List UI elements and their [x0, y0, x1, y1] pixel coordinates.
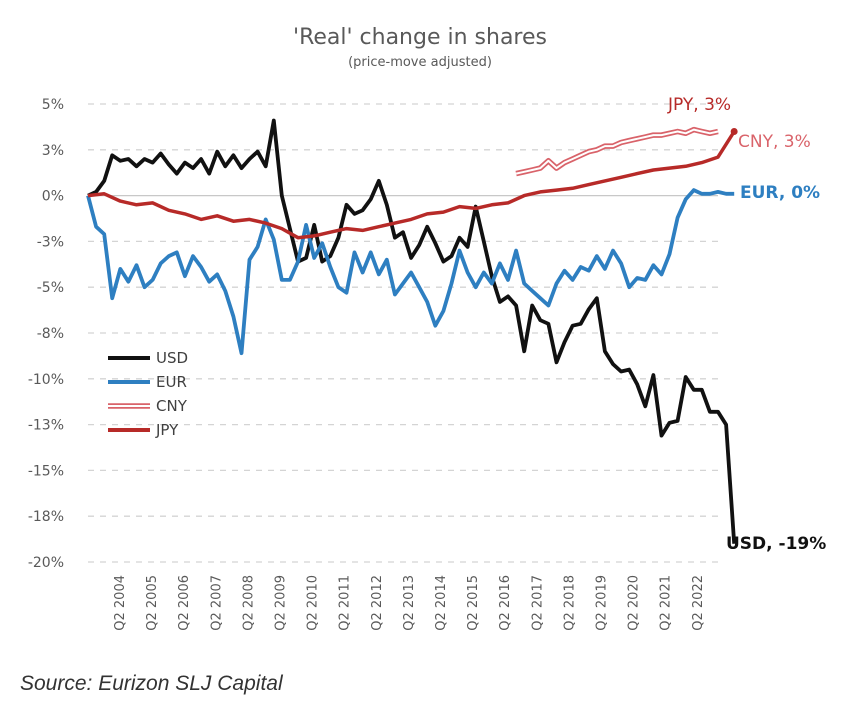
end-label-cny: CNY, 3%: [738, 132, 811, 152]
y-tick-label: -3%: [37, 234, 64, 250]
jpy-end-marker: [730, 127, 738, 135]
chart-title: 'Real' change in shares: [293, 25, 547, 50]
y-tick-label: -13%: [28, 418, 64, 434]
y-tick-label: 5%: [42, 97, 64, 113]
end-label-usd: USD, -19%: [726, 534, 826, 554]
x-tick-label: Q2 2011: [338, 575, 353, 631]
x-tick-label: Q2 2004: [113, 575, 128, 631]
chart-subtitle: (price-move adjusted): [348, 55, 492, 70]
legend-label-eur: EUR: [156, 373, 187, 391]
series: [86, 118, 738, 544]
y-tick-label: 3%: [42, 143, 64, 159]
x-tick-label: Q2 2006: [177, 575, 192, 631]
x-tick-label: Q2 2008: [241, 575, 256, 631]
x-tick-label: Q2 2022: [691, 575, 706, 631]
x-tick-label: Q2 2012: [370, 575, 385, 631]
y-axis: 5% 3% 0% -3% -5% -8% -10% -13% -15% -18% -20%: [28, 97, 64, 571]
y-tick-label: -15%: [28, 463, 64, 479]
x-tick-label: Q2 2009: [274, 575, 289, 631]
x-tick-label: Q2 2010: [306, 575, 321, 631]
end-labels: JPY, 3% CNY, 3% EUR, 0% USD, -19%: [667, 95, 826, 554]
series-line-jpy: [87, 130, 736, 240]
x-tick-label: Q2 2007: [209, 575, 224, 631]
x-tick-label: Q2 2016: [498, 575, 513, 631]
x-tick-label: Q2 2015: [466, 575, 481, 631]
legend-label-cny: CNY: [156, 397, 188, 415]
y-tick-label: -18%: [28, 509, 64, 525]
x-tick-label: Q2 2021: [659, 575, 674, 631]
x-tick-label: Q2 2013: [402, 575, 417, 631]
end-label-jpy: JPY, 3%: [667, 95, 731, 115]
x-tick-label: Q2 2005: [145, 575, 160, 631]
x-tick-label: Q2 2018: [562, 575, 577, 631]
series-line-usd: [87, 118, 737, 544]
y-tick-label: 0%: [42, 189, 64, 205]
end-label-eur: EUR, 0%: [740, 183, 820, 203]
x-tick-label: Q2 2014: [434, 575, 449, 631]
grid: [88, 103, 718, 563]
x-axis: Q2 2004 Q2 2005 Q2 2006 Q2 2007 Q2 2008 Q2 20…: [113, 575, 706, 631]
legend: USD EUR CNY JPY: [108, 349, 188, 439]
y-tick-label: -10%: [28, 372, 64, 388]
legend-label-usd: USD: [156, 349, 188, 367]
y-tick-label: -20%: [28, 555, 64, 571]
y-tick-label: -8%: [37, 326, 64, 342]
source-note: Source: Eurizon SLJ Capital: [20, 672, 283, 695]
legend-label-jpy: JPY: [155, 421, 179, 439]
x-tick-label: Q2 2019: [595, 575, 610, 631]
x-tick-label: Q2 2017: [530, 575, 545, 631]
series-line-cny-inner: [515, 128, 719, 175]
x-tick-label: Q2 2020: [627, 575, 642, 631]
series-line-eur: [86, 188, 735, 356]
y-tick-label: -5%: [37, 280, 64, 296]
